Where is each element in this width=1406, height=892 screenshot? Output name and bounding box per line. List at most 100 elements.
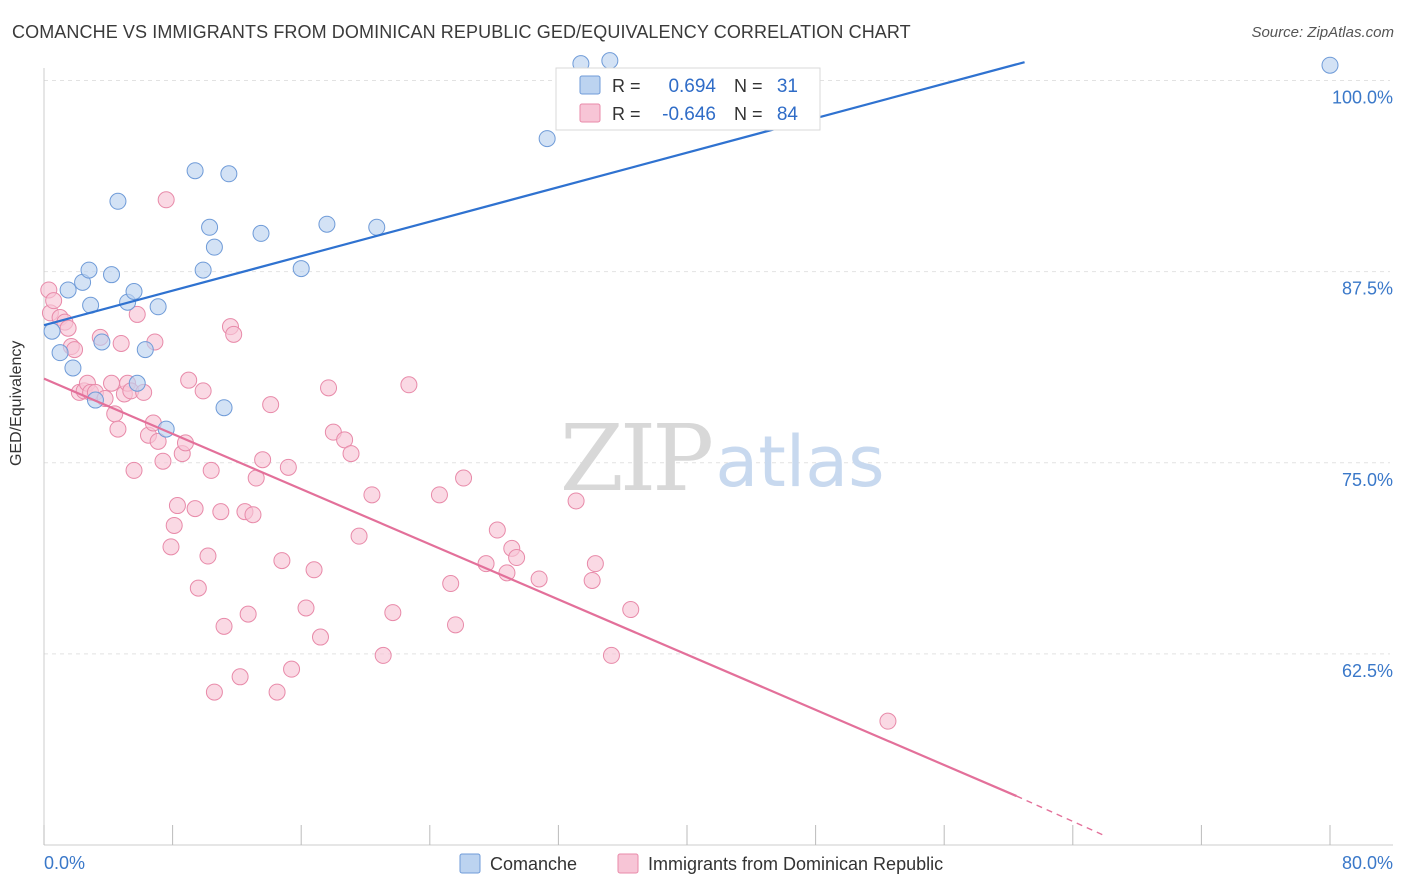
series-legend: Comanche Immigrants from Dominican Repub… xyxy=(459,853,943,874)
dominican-republic-points xyxy=(40,191,897,730)
dominican-point xyxy=(262,396,280,414)
tick-labels: 62.5% 75.0% 87.5% 100.0% 0.0% 80.0% xyxy=(44,88,1393,874)
dominican-point xyxy=(239,605,257,623)
dominican-point xyxy=(442,575,460,593)
dominican-point xyxy=(45,292,63,310)
dominican-point xyxy=(162,538,180,556)
dominican-point xyxy=(530,570,548,588)
comanche-point xyxy=(368,218,386,236)
y-tick-label: 87.5% xyxy=(1342,279,1393,299)
dominican-point xyxy=(205,683,223,701)
dominican-point xyxy=(447,616,465,634)
dominican-point xyxy=(225,325,243,343)
dominican-trend-extension xyxy=(1016,795,1106,837)
dominican-point xyxy=(180,371,198,389)
r-value-comanche: 0.694 xyxy=(668,76,716,97)
comanche-point xyxy=(125,283,143,301)
dominican-swatch xyxy=(579,103,601,123)
x-tick-label-min: 0.0% xyxy=(44,853,85,873)
dominican-point xyxy=(202,461,220,479)
grid xyxy=(44,80,1390,655)
dominican-point xyxy=(879,712,897,730)
dominican-point xyxy=(215,617,233,635)
watermark: ZIP atlas xyxy=(560,405,885,512)
dominican-point xyxy=(283,660,301,678)
dominican-point xyxy=(363,486,381,504)
dominican-point xyxy=(109,420,127,438)
comanche-point xyxy=(1321,56,1339,74)
comanche-trend-line xyxy=(43,61,1025,327)
stats-legend: R = 0.694 N = 31 R = -0.646 N = 84 xyxy=(555,67,821,131)
dominican-point xyxy=(384,604,402,622)
dominican-point xyxy=(244,506,262,524)
source-credit: Source: ZipAtlas.com xyxy=(1251,24,1394,41)
r-label-1: R = xyxy=(612,76,641,96)
comanche-point xyxy=(201,218,219,236)
comanche-point xyxy=(194,261,212,279)
dominican-point xyxy=(400,376,418,394)
dominican-point xyxy=(586,555,604,573)
comanche-point xyxy=(220,165,238,183)
dominican-point xyxy=(602,646,620,664)
n-value-comanche: 31 xyxy=(777,76,798,97)
dominican-point xyxy=(508,549,526,567)
legend-swatch-dominican xyxy=(617,853,639,874)
dominican-point xyxy=(430,486,448,504)
dominican-point xyxy=(455,469,473,487)
dominican-point xyxy=(212,503,230,521)
dominican-trend-line xyxy=(43,377,1017,798)
axes xyxy=(43,68,1393,846)
comanche-point xyxy=(43,322,61,340)
x-tick-label-max: 80.0% xyxy=(1342,853,1393,873)
comanche-point xyxy=(136,341,154,359)
dominican-point xyxy=(342,445,360,463)
dominican-point xyxy=(254,451,272,469)
dominican-point xyxy=(231,668,249,686)
comanche-point xyxy=(318,215,336,233)
comanche-swatch xyxy=(579,75,601,95)
dominican-point xyxy=(297,599,315,617)
dominican-point xyxy=(149,432,167,450)
comanche-point xyxy=(93,333,111,351)
y-tick-label: 62.5% xyxy=(1342,661,1393,681)
dominican-point xyxy=(59,319,77,337)
comanche-points xyxy=(43,52,1339,438)
dominican-point xyxy=(128,305,146,323)
watermark-atlas: atlas xyxy=(715,421,884,503)
dominican-point xyxy=(194,382,212,400)
dominican-point xyxy=(154,452,172,470)
dominican-point xyxy=(488,521,506,539)
comanche-point xyxy=(51,344,69,362)
comanche-point xyxy=(109,192,127,210)
dominican-point xyxy=(168,497,186,515)
comanche-point xyxy=(149,298,167,316)
dominican-point xyxy=(103,374,121,392)
dominican-point xyxy=(66,341,84,359)
dominican-point xyxy=(186,500,204,518)
legend-label-dominican: Immigrants from Dominican Republic xyxy=(648,854,943,874)
dominican-point xyxy=(374,646,392,664)
y-tick-label: 75.0% xyxy=(1342,470,1393,490)
comanche-point xyxy=(292,260,310,278)
comanche-point xyxy=(252,224,270,242)
comanche-point xyxy=(215,399,233,417)
dominican-point xyxy=(311,628,329,646)
comanche-point xyxy=(59,281,77,299)
dominican-point xyxy=(189,579,207,597)
comanche-point xyxy=(80,261,98,279)
y-tick-label: 100.0% xyxy=(1332,88,1393,108)
r-label-2: R = xyxy=(612,104,641,124)
dominican-point xyxy=(125,461,143,479)
trend-lines xyxy=(43,61,1106,837)
legend-label-comanche: Comanche xyxy=(490,854,577,874)
dominican-point xyxy=(583,571,601,589)
chart-title: COMANCHE VS IMMIGRANTS FROM DOMINICAN RE… xyxy=(12,22,911,42)
dominican-point xyxy=(320,379,338,397)
watermark-zip: ZIP xyxy=(560,405,711,512)
dominican-point xyxy=(268,683,286,701)
dominican-point xyxy=(305,561,323,579)
comanche-point xyxy=(186,162,204,180)
dominican-point xyxy=(336,431,354,449)
comanche-point xyxy=(128,374,146,392)
